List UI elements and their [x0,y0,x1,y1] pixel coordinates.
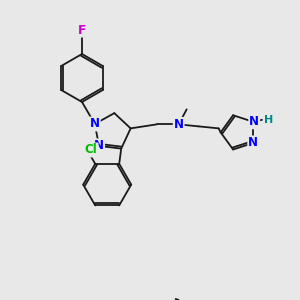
Text: N: N [249,115,259,128]
Text: N: N [90,118,100,130]
Text: Cl: Cl [85,143,98,157]
Text: N: N [174,118,184,131]
Text: N: N [94,140,104,152]
Text: H: H [264,115,273,125]
Text: N: N [248,136,258,149]
Text: F: F [78,23,86,37]
